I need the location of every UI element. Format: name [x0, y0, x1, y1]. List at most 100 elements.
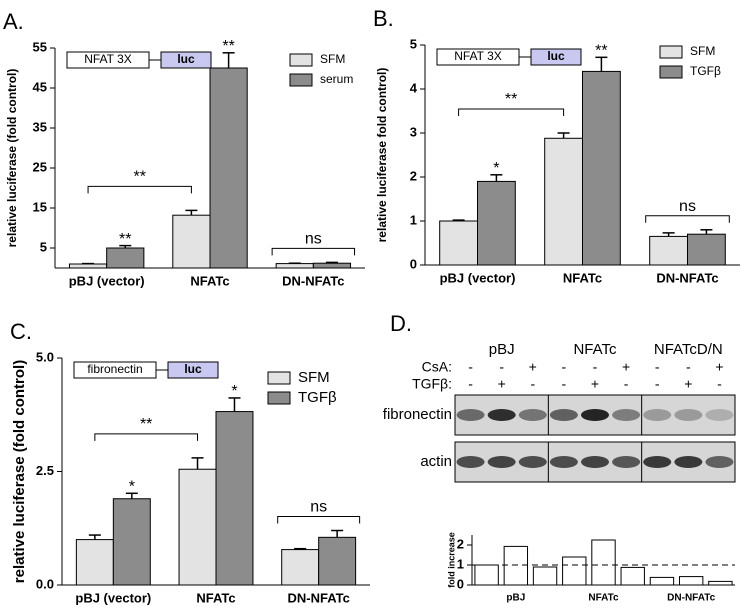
blot-band [705, 409, 734, 421]
y-tick-label: 1 [457, 556, 464, 571]
treatment-sign: - [562, 359, 567, 375]
bracket [271, 247, 356, 256]
bar [532, 566, 558, 586]
bracket-label: ns [310, 499, 327, 516]
legend-label: SFM [298, 369, 330, 386]
x-tick-label: NFATc [563, 270, 602, 285]
x-tick-label: pBJ (vector) [75, 590, 151, 605]
band-label: actin [420, 453, 452, 470]
treatment-sign: - [562, 376, 567, 392]
bar [708, 580, 733, 586]
treatment-sign: + [622, 359, 630, 375]
bar [562, 556, 587, 586]
y-tick-label: 0.0 [36, 576, 54, 591]
y-tick-label: 5 [410, 36, 417, 51]
bar [68, 263, 108, 269]
blot-band [674, 409, 703, 421]
blot-band [549, 409, 578, 421]
construct-label: luc [547, 49, 565, 63]
bar [678, 576, 704, 586]
blot-band [612, 409, 641, 421]
bracket-label: ns [679, 198, 696, 215]
y-tick-label: 15 [33, 199, 47, 214]
blot-band [581, 456, 609, 468]
bar [178, 468, 217, 586]
y-tick-label: 3 [410, 124, 417, 139]
bar [281, 549, 320, 586]
bar [649, 576, 675, 586]
blot-band [487, 456, 516, 468]
construct-label: NFAT 3X [454, 49, 502, 63]
treatment-sign: - [655, 359, 660, 375]
bracket [87, 185, 192, 194]
x-tick-label: NFATc [588, 593, 619, 604]
treatment-sign: + [498, 376, 506, 392]
bar [215, 411, 254, 586]
y-tick-label: 1 [410, 212, 417, 227]
y-tick-label: 0 [410, 256, 417, 271]
treatment-sign: + [529, 359, 537, 375]
y-axis-label: relative luciferase fold control) [375, 68, 389, 243]
bracket-label: ** [140, 416, 152, 433]
treatment-sign: + [715, 359, 723, 375]
y-tick-label: 0 [457, 576, 464, 591]
y-tick-label: 5.0 [36, 349, 54, 364]
legend-label: serum [320, 72, 353, 86]
lane-label: NFATc [573, 341, 617, 358]
bracket [94, 433, 199, 441]
lane-label: NFATcD/N [654, 341, 723, 358]
treatment-sign: - [499, 359, 504, 375]
bar [106, 247, 145, 269]
y-tick-label: 25 [33, 159, 47, 174]
row-label: CsA: [422, 359, 452, 375]
y-axis-label: relative luciferase (fold control) [5, 69, 19, 248]
construct-label: fibronectin [87, 362, 142, 376]
treatment-sign: - [530, 376, 535, 392]
legend-label: SFM [320, 52, 345, 66]
panel-label: C. [10, 319, 32, 344]
bar [312, 262, 352, 269]
construct-box [530, 48, 582, 66]
bar [75, 539, 114, 586]
construct-box [160, 51, 212, 69]
blot-band [456, 409, 485, 421]
bar [275, 263, 314, 269]
bar [477, 180, 516, 266]
bar [318, 536, 357, 586]
bar [620, 566, 645, 586]
panel-label: B. [373, 6, 394, 31]
blot-band [705, 456, 734, 468]
x-tick-label: DN-NFATc [667, 593, 715, 604]
bar [582, 70, 621, 266]
treatment-sign: - [717, 376, 722, 392]
bracket-label: ns [305, 231, 322, 248]
y-tick-label: 35 [33, 119, 47, 134]
y-tick-label: 45 [33, 79, 47, 94]
significance: * [493, 160, 499, 177]
blot-band [581, 409, 609, 421]
treatment-sign: - [624, 376, 629, 392]
legend-swatch [267, 371, 291, 385]
y-tick-label: 2.5 [36, 463, 54, 478]
blot-band [549, 456, 578, 468]
x-tick-label: pBJ (vector) [69, 273, 145, 288]
y-tick-label: 2 [410, 168, 417, 183]
panel-label: D. [390, 311, 412, 336]
bar [687, 233, 726, 266]
blot-band [487, 409, 516, 421]
bracket [458, 108, 565, 116]
treatment-sign: + [591, 376, 599, 392]
row-label: TGFβ: [412, 376, 452, 392]
x-tick-label: DN-NFATc [282, 273, 344, 288]
significance: ** [222, 38, 234, 55]
y-tick-label: 5 [40, 239, 47, 254]
significance: * [129, 479, 135, 496]
bracket [277, 516, 361, 524]
legend-swatch [267, 391, 291, 405]
x-tick-label: DN-NFATc [656, 270, 718, 285]
legend-swatch [659, 65, 683, 79]
treatment-sign: - [468, 376, 473, 392]
blot-band [643, 409, 672, 421]
construct-box [167, 361, 219, 379]
treatment-sign: - [655, 376, 660, 392]
